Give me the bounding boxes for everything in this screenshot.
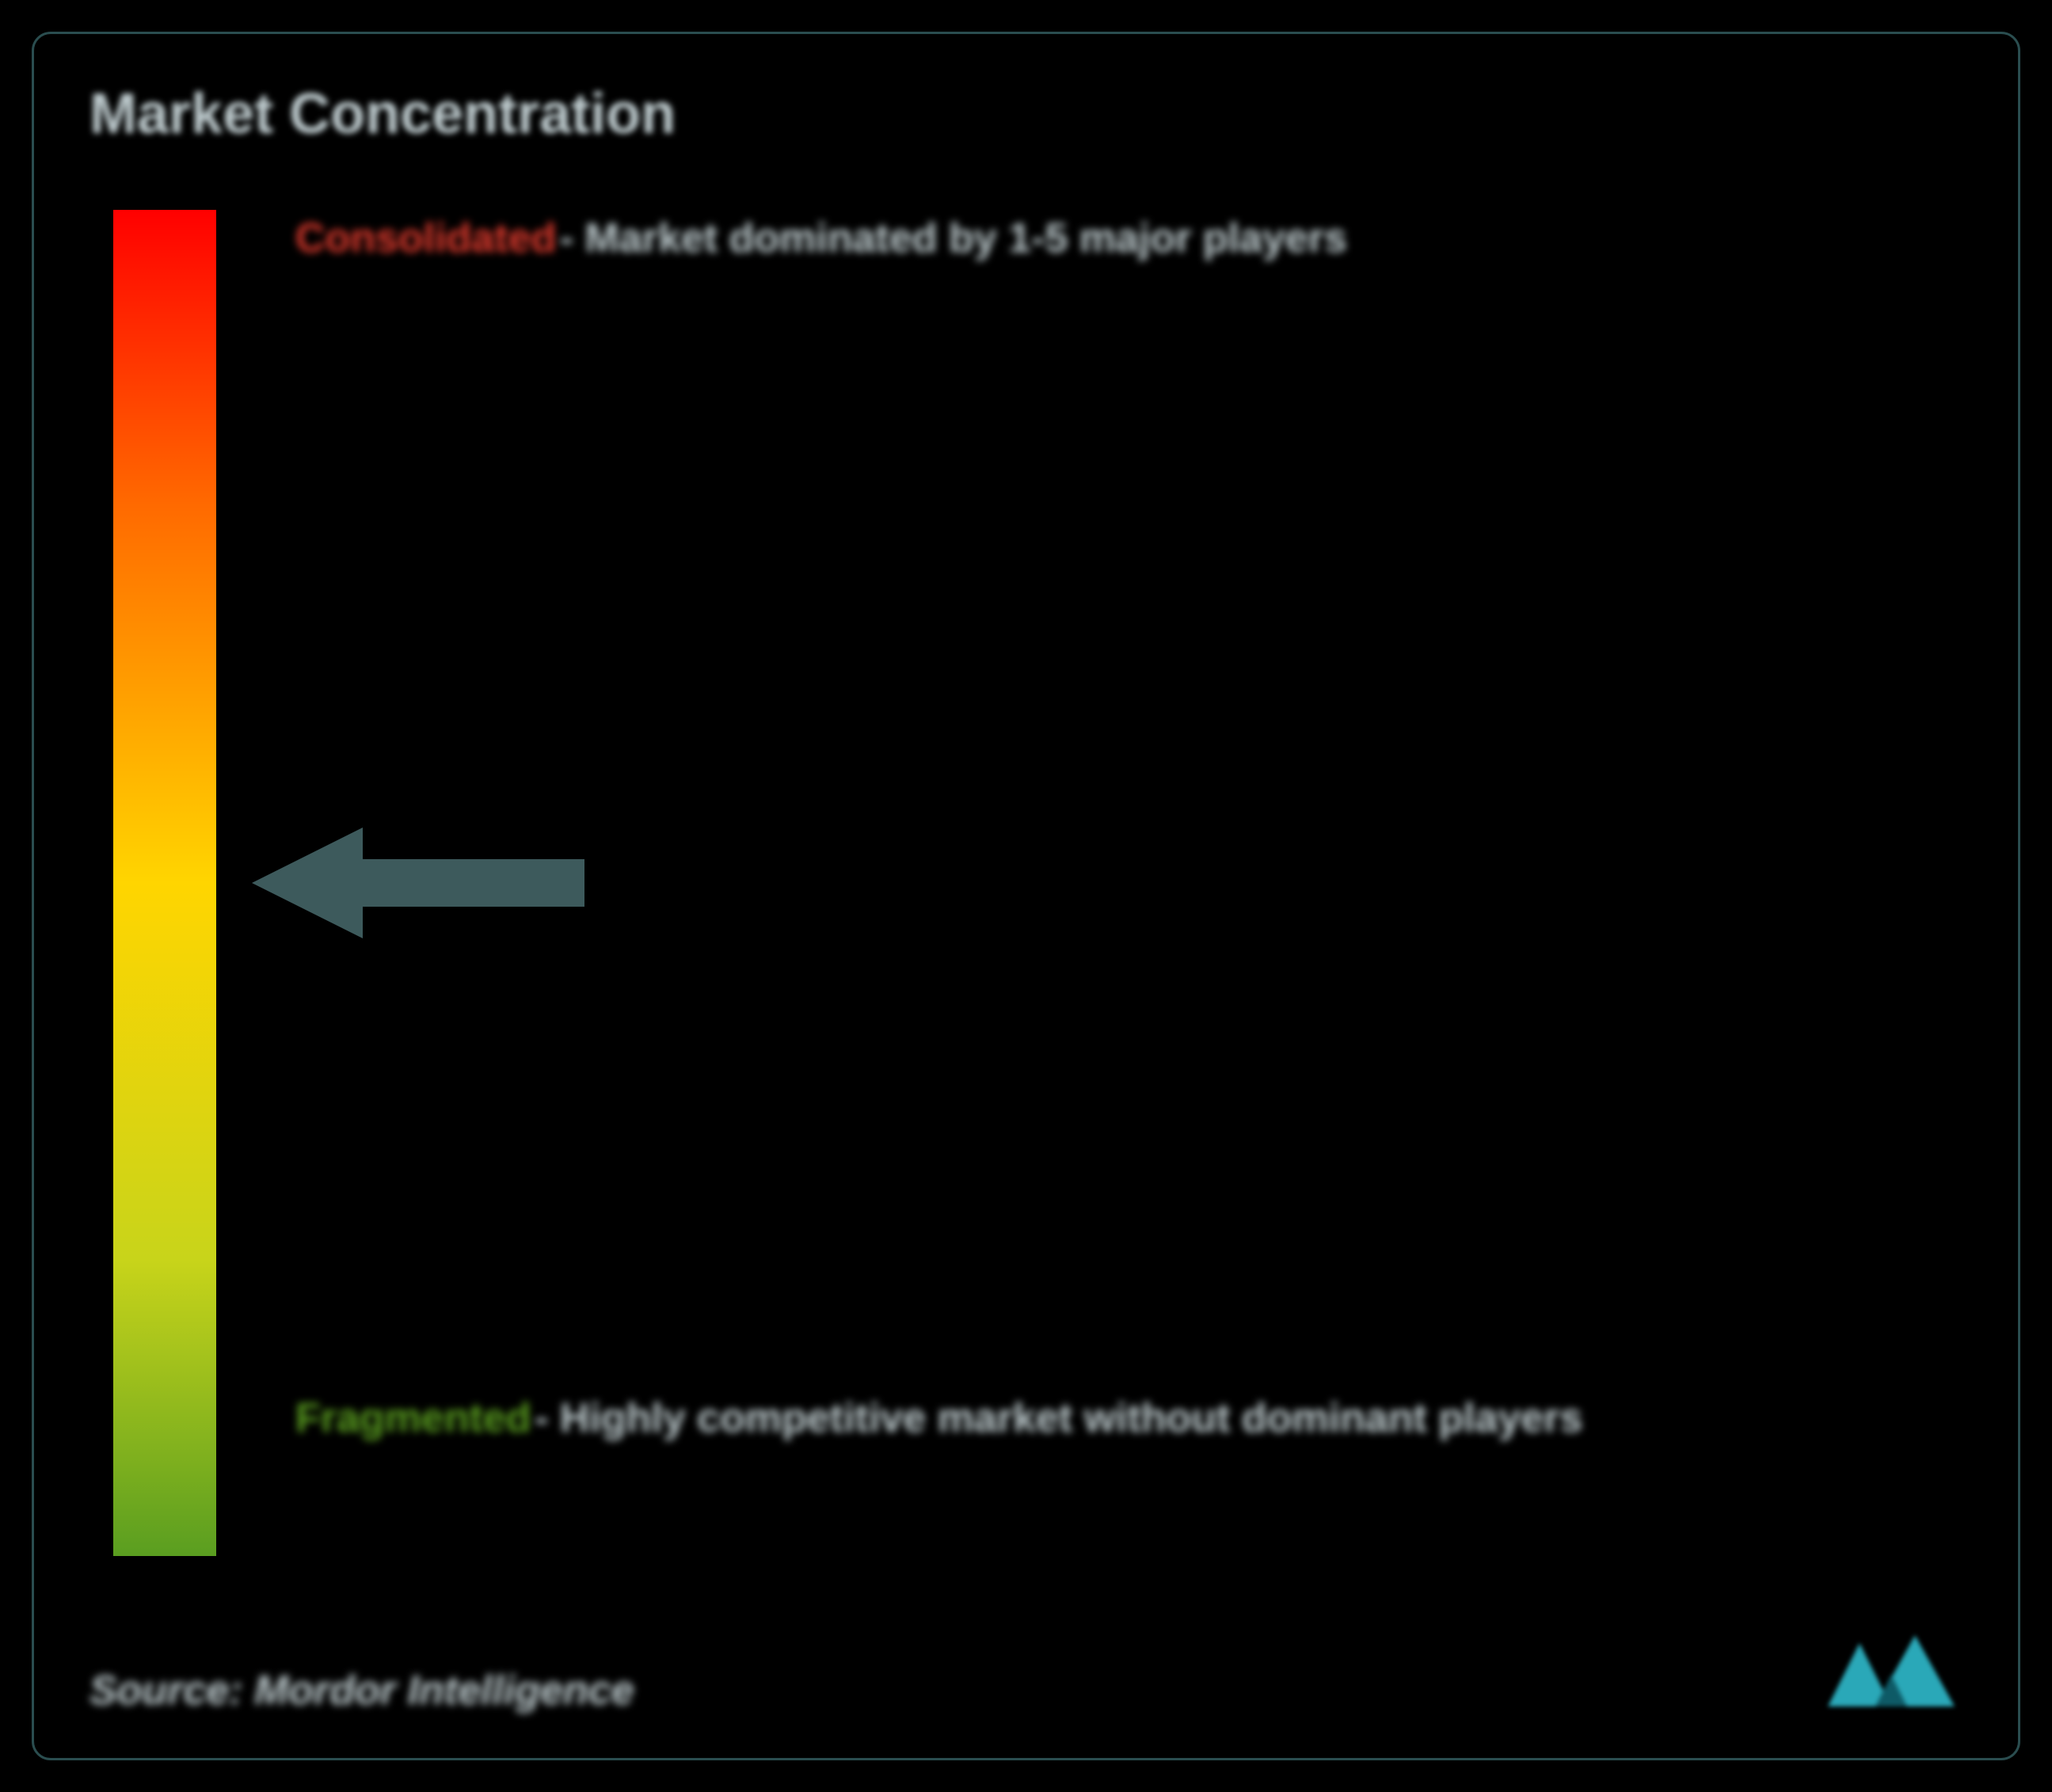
infographic-card: Market Concentration Consolidated - Mark…: [32, 32, 2020, 1760]
fragmented-desc: - Highly competitive market without domi…: [535, 1395, 1582, 1441]
fragmented-term: Fragmented: [295, 1395, 531, 1441]
fragmented-label: Fragmented - Highly competitive market w…: [295, 1382, 1582, 1456]
chart-content: Consolidated - Market dominated by 1-5 m…: [89, 210, 1963, 1635]
mordor-logo-icon: [1820, 1627, 1963, 1714]
footer: Source: Mordor Intelligence: [89, 1627, 1963, 1714]
concentration-gradient-bar: [113, 210, 216, 1556]
source-attribution: Source: Mordor Intelligence: [89, 1667, 634, 1714]
chart-title: Market Concentration: [89, 82, 1963, 146]
consolidated-term: Consolidated: [295, 215, 556, 261]
position-indicator-arrow-icon: [252, 828, 584, 938]
consolidated-desc: - Market dominated by 1-5 major players: [560, 215, 1347, 261]
consolidated-label: Consolidated - Market dominated by 1-5 m…: [295, 202, 1347, 276]
